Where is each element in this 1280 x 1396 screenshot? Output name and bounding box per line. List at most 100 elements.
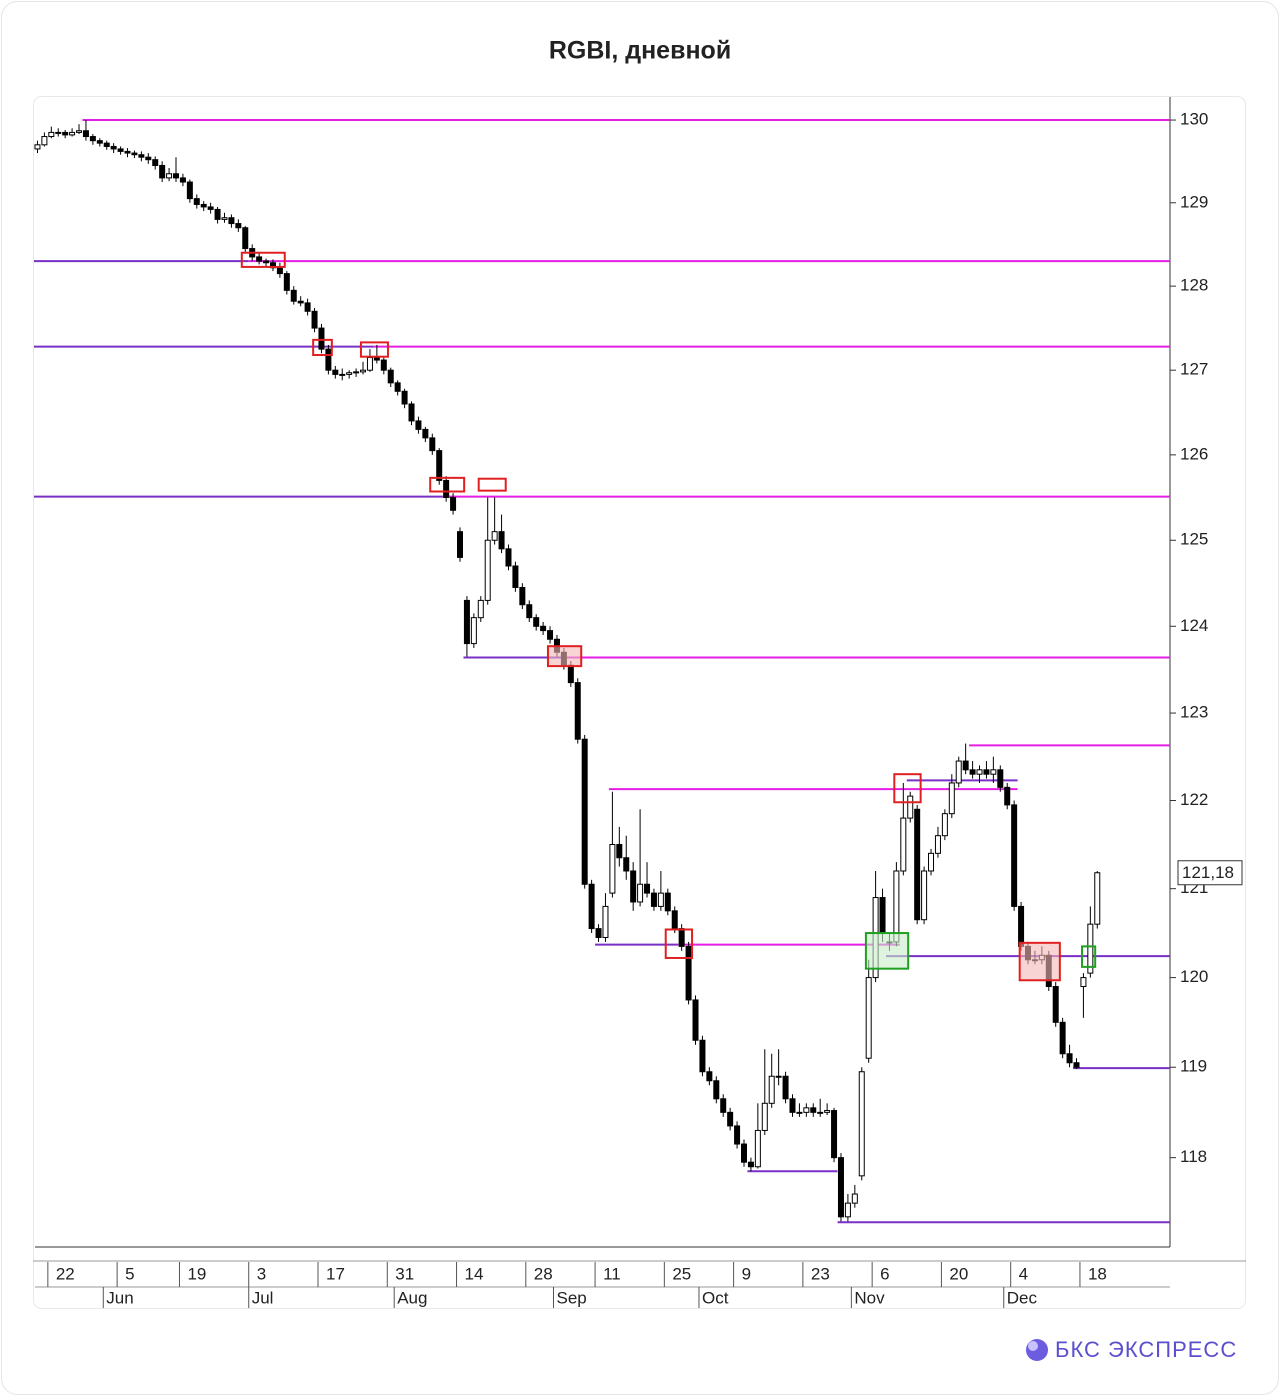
x-tick-label: 3 [257,1264,266,1283]
candle-body [290,289,297,302]
candle-body [741,1143,747,1163]
candle-body [616,843,623,859]
candle-body [734,1125,741,1145]
candle-body [339,373,346,376]
x-tick-label: 28 [534,1264,553,1283]
candle-body [706,1071,713,1082]
candle-body [685,945,692,1001]
y-tick-label: 127 [1180,360,1208,379]
candle-body [48,131,55,138]
candle-body [373,357,380,361]
signal-box [477,477,507,492]
candle-body [969,769,976,775]
candle-body [89,136,96,142]
candle-body [145,156,152,161]
candle-body [366,357,373,371]
candle-body [152,159,159,166]
candle-body [117,148,124,152]
candle-body [637,883,644,903]
candle-body [754,1129,761,1168]
candle-body [803,1107,810,1113]
x-tick-label: 17 [326,1264,345,1283]
candle-body [242,227,249,250]
candle-body [914,808,921,921]
candle-body [595,928,602,938]
candle-body [644,883,651,894]
month-label: Dec [1007,1288,1038,1307]
candle-body [692,999,699,1041]
candle-body [235,223,242,229]
candle-body [519,586,526,606]
candle-body [450,496,457,511]
candle-body [276,267,283,275]
candle-body [228,217,235,225]
candle-body [574,682,581,740]
candle-body [360,369,367,373]
candle-body [512,565,519,588]
month-label: Oct [702,1288,729,1307]
candle-body [325,348,332,371]
candle-body [567,664,574,684]
candle-body [186,181,193,200]
y-tick-label: 125 [1180,530,1208,549]
candle-body [699,1039,706,1073]
candle-body [941,813,948,837]
candle-body [1087,923,1094,974]
signal-box [1018,941,1061,982]
candle-body [415,420,422,430]
candle-body [304,302,311,312]
candle-body [200,203,207,208]
candle-body [962,760,969,771]
candle-body [69,131,76,136]
x-tick-label: 19 [187,1264,206,1283]
candle-body [526,604,533,619]
candle-body [761,1102,768,1131]
candle-body [650,892,657,907]
candle-body [824,1110,831,1113]
x-tick-label: 23 [811,1264,830,1283]
candle-body [470,617,477,645]
candle-body [934,835,941,854]
candle-body [297,300,304,304]
candle-body [436,450,443,481]
signal-box [546,645,583,668]
x-tick-label: 5 [125,1264,134,1283]
candle-body [671,910,678,930]
candle-body [581,738,588,885]
candle-body [103,142,110,147]
signal-box [864,932,910,970]
brand-icon-shine [1028,1341,1038,1351]
x-tick-label: 11 [603,1264,621,1283]
candle-body [387,369,394,384]
y-tick-label: 120 [1180,967,1208,986]
candle-body [921,870,928,921]
brand: БКС ЭКСПРЕСС [1055,1337,1237,1362]
candle-body [955,760,962,784]
candle-body [1018,905,1025,947]
candle-body [408,403,415,422]
candle-body [131,152,138,156]
candle-body [831,1110,838,1159]
candle-body [221,217,228,220]
candle-body [768,1075,775,1104]
candle-body [775,1075,782,1078]
candle-body [491,531,498,541]
candle-body [443,479,450,498]
candle-body [782,1075,789,1100]
candle-body [928,852,935,872]
x-tick-label: 25 [672,1264,691,1283]
y-tick-label: 126 [1180,444,1208,463]
candle-body [858,1071,865,1177]
x-tick-label: 4 [1019,1264,1028,1283]
candle-body [41,136,48,146]
candle-body [380,359,387,371]
candle-body [1073,1062,1080,1068]
candle-body [664,892,671,912]
candle-body [498,531,505,550]
candle-body [844,1202,851,1218]
y-tick-label: 122 [1180,790,1208,809]
candle-body [983,769,990,775]
last-price-box [1177,860,1243,886]
candle-body [678,928,685,947]
candle-body [457,531,463,558]
